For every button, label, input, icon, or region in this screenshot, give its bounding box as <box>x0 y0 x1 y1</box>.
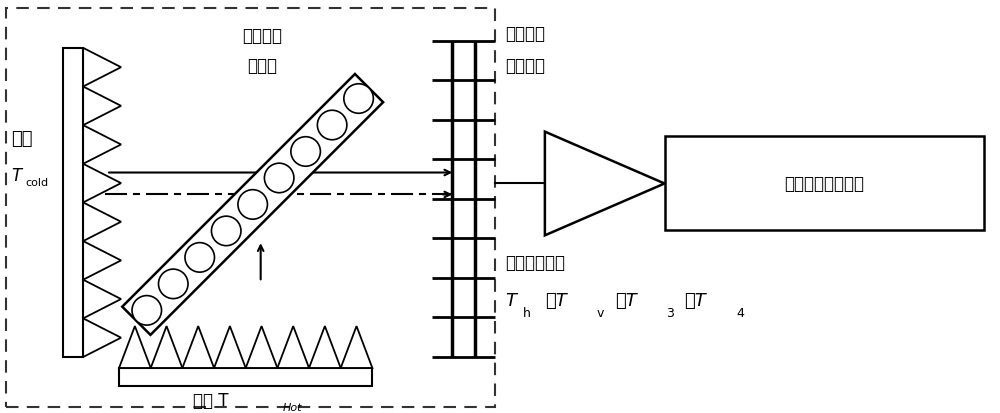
Bar <box>665 136 984 231</box>
Polygon shape <box>83 164 121 203</box>
Circle shape <box>317 111 347 140</box>
Bar <box>119 368 372 386</box>
Text: 可旋转极: 可旋转极 <box>243 27 283 45</box>
Circle shape <box>344 85 373 114</box>
Circle shape <box>264 164 294 193</box>
Polygon shape <box>83 318 121 357</box>
Circle shape <box>211 217 241 246</box>
Text: T: T <box>505 292 516 309</box>
Polygon shape <box>83 203 121 242</box>
Text: 4: 4 <box>736 306 744 319</box>
Text: cold: cold <box>25 178 48 188</box>
Polygon shape <box>277 326 309 368</box>
Polygon shape <box>119 326 151 368</box>
Polygon shape <box>545 132 665 236</box>
Text: 可旋转相: 可旋转相 <box>505 25 545 43</box>
Circle shape <box>238 190 267 220</box>
Polygon shape <box>83 87 121 126</box>
Polygon shape <box>246 326 277 368</box>
Circle shape <box>185 243 214 273</box>
Text: T: T <box>11 166 21 184</box>
Text: 亮度温度输出: 亮度温度输出 <box>505 254 565 272</box>
Bar <box>63 49 83 357</box>
Text: ，T: ，T <box>684 292 706 309</box>
Polygon shape <box>151 326 182 368</box>
Circle shape <box>132 296 162 325</box>
Circle shape <box>291 138 320 167</box>
Polygon shape <box>83 242 121 280</box>
Text: 位延迟板: 位延迟板 <box>505 57 545 75</box>
Circle shape <box>158 269 188 299</box>
Text: 化网格: 化网格 <box>248 57 278 75</box>
Text: h: h <box>523 306 531 319</box>
Polygon shape <box>83 49 121 87</box>
Polygon shape <box>83 280 121 318</box>
Text: ，T: ，T <box>615 292 636 309</box>
Text: ，T: ，T <box>545 292 567 309</box>
Text: v: v <box>597 306 604 319</box>
Polygon shape <box>309 326 341 368</box>
Text: 热源 T: 热源 T <box>193 391 229 409</box>
Polygon shape <box>122 75 383 335</box>
Polygon shape <box>182 326 214 368</box>
Polygon shape <box>341 326 372 368</box>
Text: 3: 3 <box>667 306 674 319</box>
Polygon shape <box>214 326 246 368</box>
Text: Hot: Hot <box>283 402 302 412</box>
Polygon shape <box>83 126 121 164</box>
Text: 全极化微波辐射计: 全极化微波辐射计 <box>784 175 864 192</box>
Text: 冷源: 冷源 <box>11 129 33 147</box>
